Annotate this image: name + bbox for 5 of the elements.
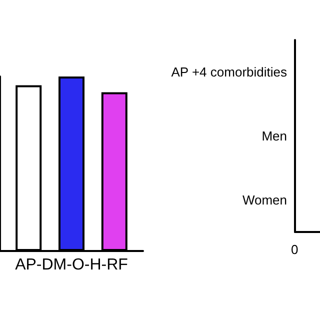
x-tick-label: AP-DM-O-H-RF xyxy=(15,256,128,274)
category-label: AP +4 comorbidities xyxy=(171,64,288,80)
text: 0 xyxy=(291,242,298,257)
category-label: Women xyxy=(242,192,287,208)
category-label: Men xyxy=(262,128,287,144)
